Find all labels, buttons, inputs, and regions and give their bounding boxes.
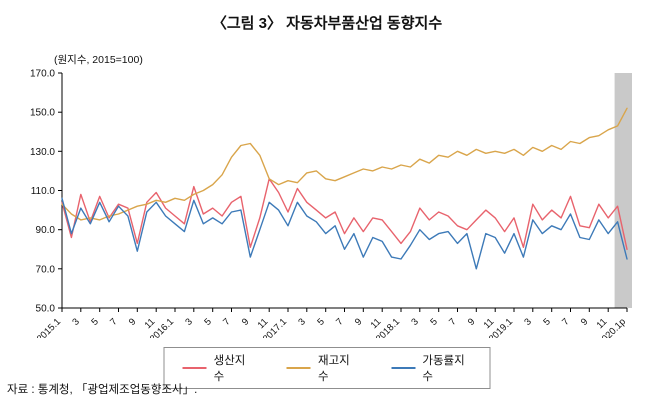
y-tick-label: 170.0 <box>30 69 55 80</box>
x-tick-label: 7 <box>108 316 120 328</box>
series-line-0 <box>61 178 628 251</box>
legend-label-utilization: 가동률지수 <box>422 355 465 383</box>
x-tick-label: 5 <box>315 316 327 328</box>
y-tick-label: 50.0 <box>36 304 56 315</box>
x-tick-label: 7 <box>560 316 572 328</box>
x-tick-label: 3 <box>70 316 82 328</box>
production-line-swatch <box>182 367 207 369</box>
x-tick-label: 2015.1 <box>35 316 63 338</box>
x-tick-label: 3 <box>522 316 534 328</box>
legend-item-inventory: 재고지수 <box>286 352 357 384</box>
legend-item-production: 생산지수 <box>182 352 253 384</box>
utilization-line-swatch <box>391 367 416 369</box>
trend-chart: 170.0 150.0 130.0 110.0 90.0 70.0 50.0 2015.1 3 5… <box>0 66 654 348</box>
series-line-2 <box>61 197 628 270</box>
legend-label-inventory: 재고지수 <box>317 355 350 383</box>
x-tick-label: 9 <box>579 316 591 328</box>
series-line-1 <box>61 107 628 221</box>
y-tick-label: 70.0 <box>36 264 56 275</box>
chart-legend: 생산지수 재고지수 가동률지수 <box>163 347 491 389</box>
x-tick-label: 7 <box>334 316 346 328</box>
x-tick-label: 7 <box>221 316 233 328</box>
x-tick-label: 7 <box>447 316 459 328</box>
x-tick-label: 5 <box>202 316 214 328</box>
y-tick-label: 130.0 <box>30 147 55 158</box>
x-tick-label: 9 <box>466 316 478 328</box>
x-tick-label: 3 <box>296 316 308 328</box>
x-tick-label: 5 <box>428 316 440 328</box>
figure-title: 〈그림 3〉 자동차부품산업 동향지수 <box>211 15 443 32</box>
x-tick-label: 5 <box>89 316 101 328</box>
y-tick-label: 90.0 <box>36 225 56 236</box>
y-tick-label: 110.0 <box>31 186 56 197</box>
x-tick-label: 3 <box>183 316 195 328</box>
axis-unit-label: (원지수, 2015=100) <box>54 54 143 66</box>
x-tick-label: 9 <box>127 316 139 328</box>
x-tick-label: 3 <box>409 316 421 328</box>
highlight-band <box>614 73 632 308</box>
y-tick-label: 150.0 <box>30 108 55 119</box>
x-tick-label: 9 <box>353 316 365 328</box>
inventory-line-swatch <box>286 367 311 369</box>
legend-item-utilization: 가동률지수 <box>391 352 471 384</box>
x-tick-label: 9 <box>240 316 252 328</box>
source-note: 자료 : 통계청, 「광업제조업동향조사」. <box>7 384 198 396</box>
legend-label-production: 생산지수 <box>213 355 246 383</box>
x-tick-label: 5 <box>541 316 553 328</box>
